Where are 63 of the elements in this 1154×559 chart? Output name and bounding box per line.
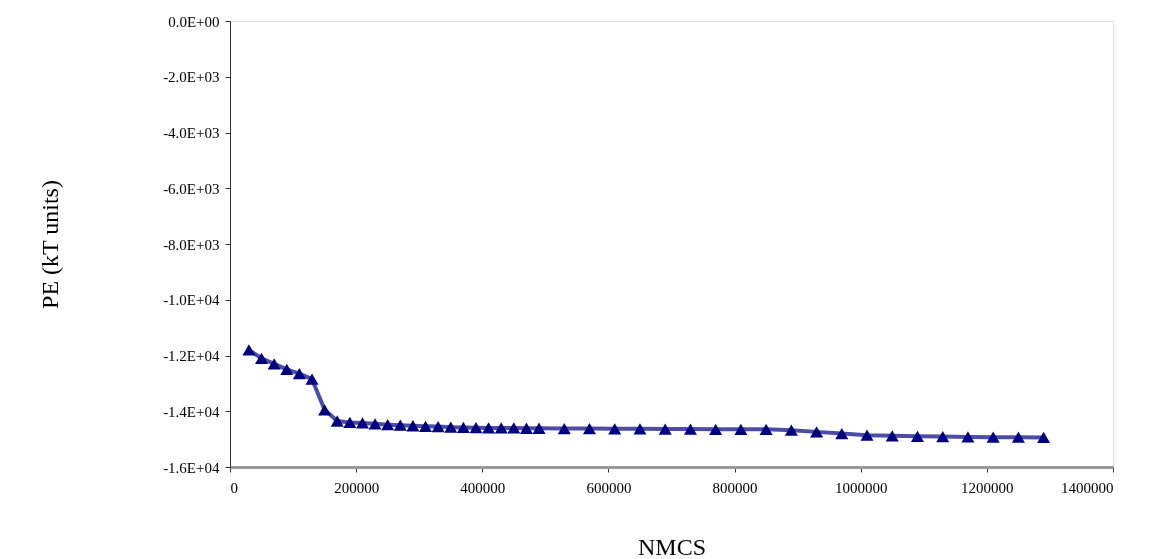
- x-tick-label: 1000000: [834, 479, 888, 496]
- point: [494, 422, 508, 434]
- y-tick-label: -6.0E+03: [163, 180, 220, 197]
- y-tick-label: -8.0E+03: [163, 236, 220, 253]
- x-tick-label: 200000: [334, 479, 380, 496]
- point: [683, 423, 697, 435]
- point: [406, 420, 420, 432]
- y-tick-label: -1.0E+04: [163, 292, 220, 309]
- point: [986, 431, 1000, 443]
- point: [658, 423, 672, 435]
- point: [419, 420, 433, 432]
- x-axis-title: NMCS: [637, 533, 707, 559]
- point: [318, 404, 332, 416]
- point: [810, 426, 824, 438]
- point: [305, 373, 319, 385]
- point: [393, 419, 407, 431]
- point: [355, 417, 369, 429]
- point: [507, 422, 521, 434]
- point: [343, 416, 357, 429]
- point: [557, 422, 571, 435]
- point: [267, 358, 281, 370]
- y-tick-label: -4.0E+03: [163, 125, 220, 141]
- point: [519, 422, 533, 434]
- point: [835, 427, 849, 440]
- point: [885, 430, 899, 442]
- point: [1011, 431, 1025, 443]
- x-tick-label: 1200000: [961, 479, 1014, 496]
- point: [456, 421, 470, 434]
- point: [381, 418, 395, 431]
- y-tick-label: -2.0E+03: [163, 69, 220, 86]
- point: [734, 423, 748, 436]
- x-tick-label: 800000: [712, 479, 758, 496]
- point: [292, 367, 306, 380]
- point: [910, 430, 924, 442]
- point: [961, 431, 975, 443]
- y-tick-label: -1.2E+04: [163, 348, 220, 364]
- x-tick-label: 400000: [460, 479, 506, 496]
- point: [582, 422, 597, 435]
- x-tick-label: 0: [230, 479, 238, 496]
- point: [482, 422, 496, 434]
- point: [532, 422, 546, 434]
- point: [759, 423, 773, 436]
- point: [709, 423, 723, 436]
- point: [633, 423, 647, 435]
- y-tick-label: -1.6E+04: [163, 459, 220, 476]
- x-tick-label: 1400000: [1061, 479, 1114, 496]
- point: [1037, 431, 1051, 444]
- point: [431, 420, 445, 433]
- y-tick-label: 0.0E+00: [168, 13, 220, 30]
- x-tick-label: 600000: [586, 479, 632, 496]
- point: [444, 421, 458, 433]
- point: [936, 430, 950, 443]
- point: [860, 429, 874, 441]
- point: [255, 352, 269, 364]
- point: [280, 363, 294, 376]
- point: [330, 415, 344, 427]
- y-tick-label: -1.4E+04: [163, 403, 220, 420]
- point: [469, 422, 483, 434]
- point: [784, 424, 798, 436]
- point: [242, 344, 256, 356]
- y-axis-title: PE (kT units): [37, 180, 64, 309]
- point: [608, 423, 622, 435]
- point: [368, 418, 382, 430]
